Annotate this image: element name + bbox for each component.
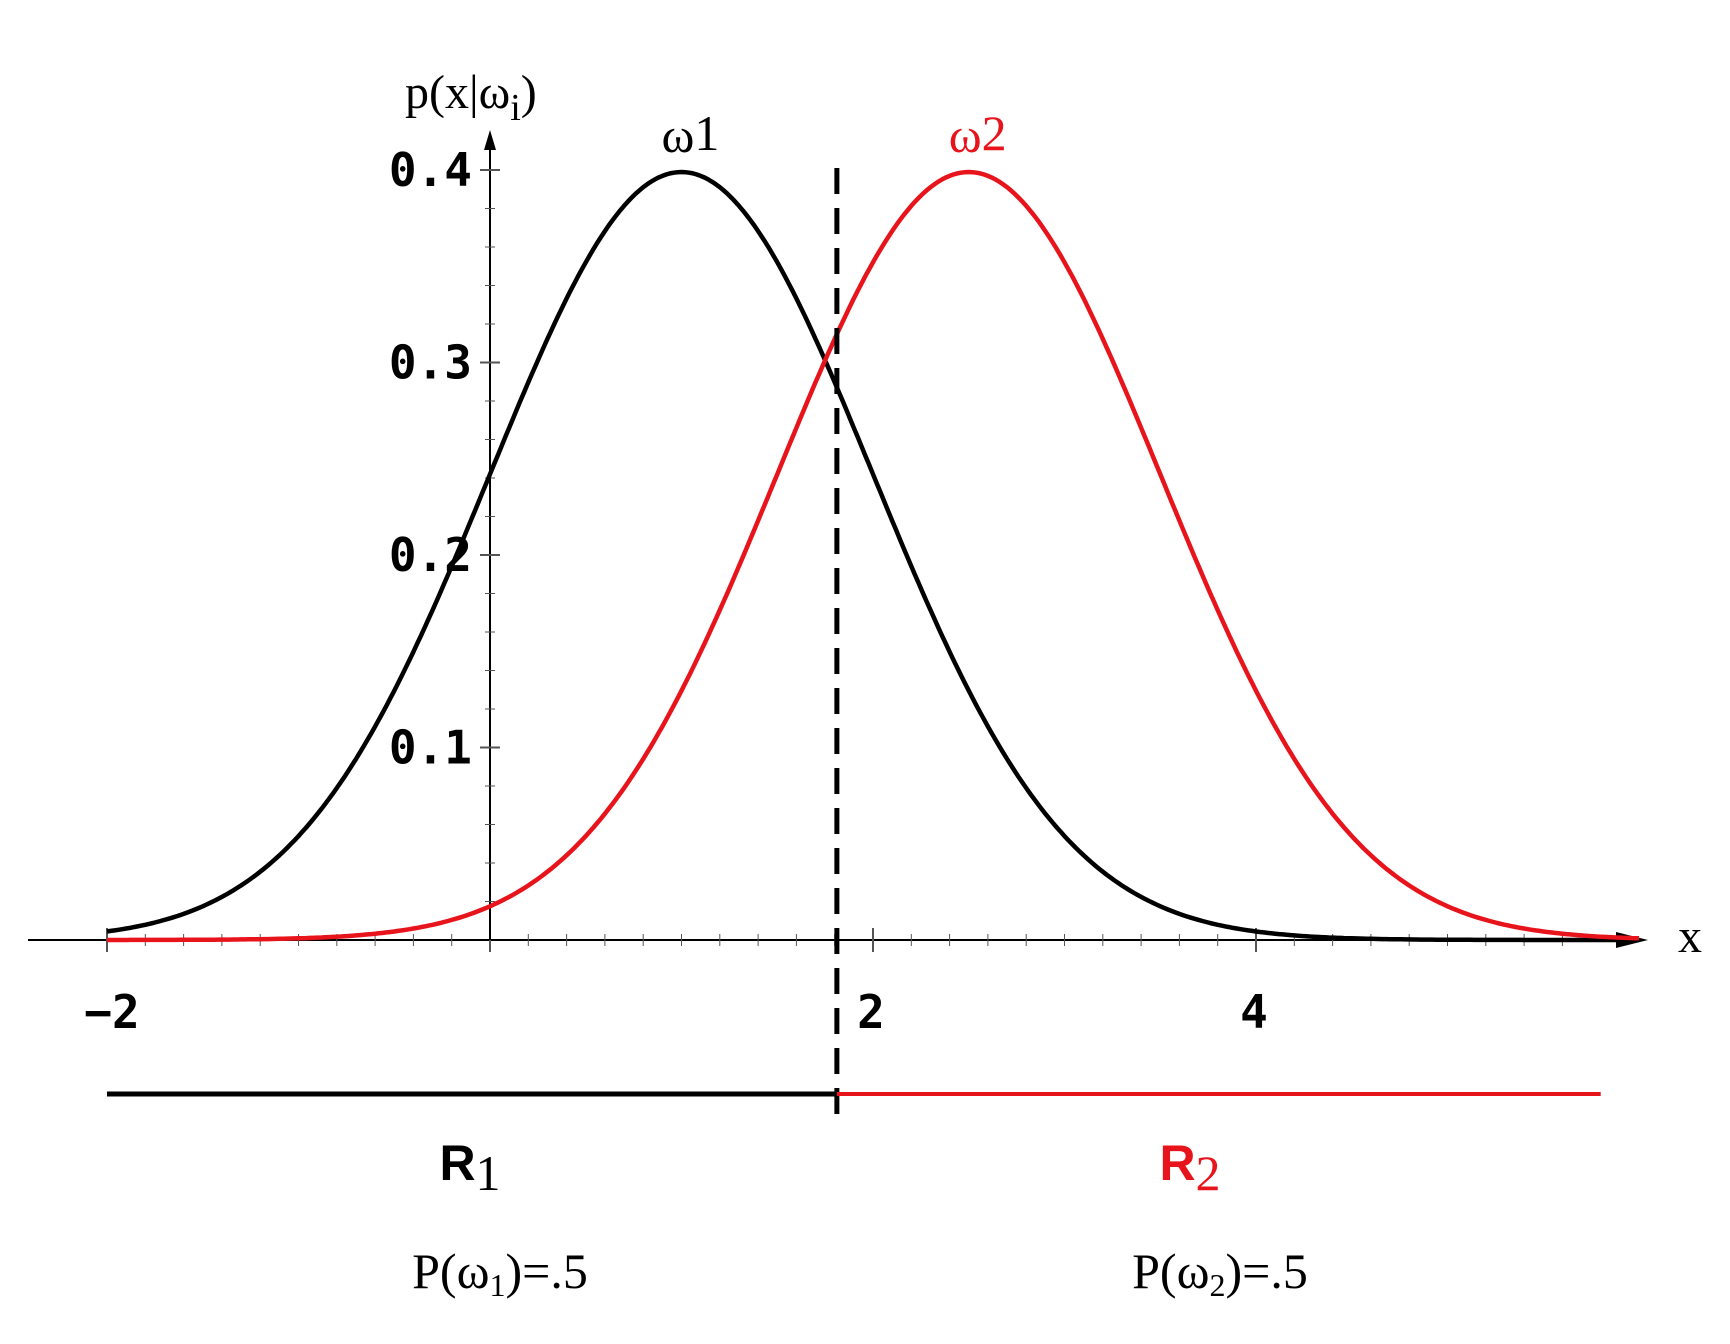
x-tick-label: 4 — [1240, 985, 1268, 1039]
prior-sub: 2 — [1210, 1267, 1226, 1303]
region-2-label: R2 — [1159, 1135, 1220, 1201]
region-label-base: R — [439, 1135, 475, 1191]
y-axis-label-base: p(x|ω — [405, 66, 510, 119]
series-ω1-line — [106, 169, 1639, 943]
x-axis-label: x — [1678, 910, 1702, 963]
y-axis-label-sub: i — [510, 87, 521, 129]
region-2-prior: P(ω2)=.5 — [1132, 1243, 1308, 1303]
prior-sub: 1 — [490, 1267, 506, 1303]
y-axis-label: p(x|ωi) — [405, 66, 537, 129]
labels-layer: ω1 ω2 — [662, 105, 1007, 163]
prior-suffix: )=.5 — [1226, 1243, 1308, 1299]
prior-suffix: )=.5 — [506, 1243, 588, 1299]
y-tick-label: 0.1 — [389, 721, 472, 775]
series-ω2-line — [107, 169, 1640, 943]
y-axis-label-close: ) — [521, 66, 537, 119]
series-label-sub: 1 — [694, 105, 719, 161]
y-tick-label: 0.2 — [389, 528, 472, 582]
region-label-base: R — [1159, 1135, 1195, 1191]
y-tick-label: 0.4 — [389, 143, 472, 197]
series-ω2-label: ω2 — [949, 105, 1007, 163]
prior-prefix: P(ω — [412, 1243, 489, 1299]
y-axis-arrow — [484, 130, 496, 150]
series-label-sub: 2 — [982, 105, 1007, 161]
series-layer — [106, 169, 1640, 943]
prior-prefix: P(ω — [1132, 1243, 1209, 1299]
axes: −2 2 4 x 0.1 0.2 0.3 0.4 p(x|ωi) — [28, 66, 1702, 1039]
series-label-base: ω — [662, 107, 695, 163]
x-tick-label: 2 — [857, 985, 885, 1039]
region-label-sub: 1 — [476, 1145, 501, 1201]
y-tick-label: 0.3 — [389, 336, 472, 390]
x-tick-label: −2 — [84, 985, 139, 1039]
series-ω1-label: ω1 — [662, 105, 720, 163]
region-1-label: R1 — [439, 1135, 500, 1201]
region-label-sub: 2 — [1196, 1145, 1221, 1201]
region-1-prior: P(ω1)=.5 — [412, 1243, 588, 1303]
series-label-base: ω — [949, 107, 982, 163]
